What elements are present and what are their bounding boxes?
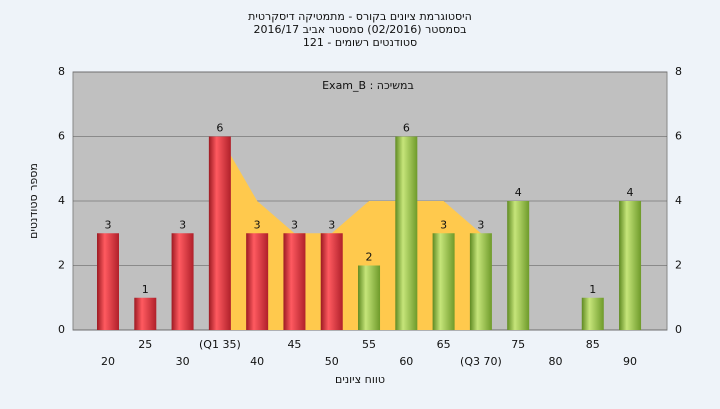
bar [507, 201, 530, 330]
value-label: 1 [589, 283, 596, 296]
bar [97, 233, 119, 330]
value-label: 3 [291, 218, 298, 231]
value-label: 4 [515, 186, 522, 199]
value-label: 3 [328, 218, 335, 231]
chart-subtitle: סטודנטים רשומים - 121 [303, 36, 417, 49]
value-label: 4 [627, 186, 634, 199]
x-tick-label: 25 [138, 338, 152, 351]
annotation: Exam_B : במשיכה [322, 79, 414, 92]
value-label: 3 [179, 218, 186, 231]
x-tick-label: 85 [586, 338, 600, 351]
y-tick-label: 6 [58, 130, 65, 143]
bar [134, 297, 157, 330]
y-tick-label: 4 [58, 194, 65, 207]
x-tick-label: 30 [176, 355, 190, 368]
x-tick-label: 65 [437, 338, 451, 351]
value-label: 3 [105, 218, 112, 231]
y-tick-label: 0 [58, 323, 65, 336]
x-tick-label: 55 [362, 338, 376, 351]
bar [619, 201, 642, 330]
bar [358, 265, 381, 330]
bar [208, 136, 231, 330]
y-tick-label-right: 4 [675, 194, 682, 207]
bar [395, 136, 418, 330]
x-tick-label: 40 [250, 355, 264, 368]
y-tick-label-right: 0 [675, 323, 682, 336]
value-label: 6 [216, 122, 223, 135]
x-tick-label: 45 [287, 338, 301, 351]
x-tick-label: 50 [325, 355, 339, 368]
bar [283, 233, 306, 330]
value-label: 6 [403, 122, 410, 135]
bar [171, 233, 194, 330]
x-axis-label: טווח ציונים [335, 373, 385, 386]
bar [432, 233, 455, 330]
value-label: 3 [440, 218, 447, 231]
chart-subtitle: בסמסטר (02/2016) סמסטר אביב 2016/17 [253, 23, 466, 36]
value-label: 3 [254, 218, 261, 231]
value-label: 1 [142, 283, 149, 296]
bar [581, 297, 604, 330]
y-tick-label: 8 [58, 65, 65, 78]
x-tick-label: 80 [548, 355, 562, 368]
y-tick-label-right: 6 [675, 130, 682, 143]
bar [246, 233, 269, 330]
x-tick-label: 75 [511, 338, 525, 351]
y-tick-label-right: 2 [675, 259, 682, 272]
y-tick-label: 2 [58, 259, 65, 272]
bar [320, 233, 343, 330]
chart-title: היסטוגרמת ציונים בקורס - מתמטיקה דיסקרטי… [248, 10, 472, 23]
value-label: 3 [477, 218, 484, 231]
x-tick-label: 90 [623, 355, 637, 368]
x-tick-label: 20 [101, 355, 115, 368]
bar [469, 233, 492, 330]
value-label: 2 [366, 251, 373, 264]
x-tick-label: (Q3 70) [460, 355, 502, 368]
x-tick-label: (Q1 35) [199, 338, 241, 351]
x-tick-label: 60 [399, 355, 413, 368]
y-tick-label-right: 8 [675, 65, 682, 78]
y-axis-label: מספר סטודנטים [27, 163, 40, 239]
